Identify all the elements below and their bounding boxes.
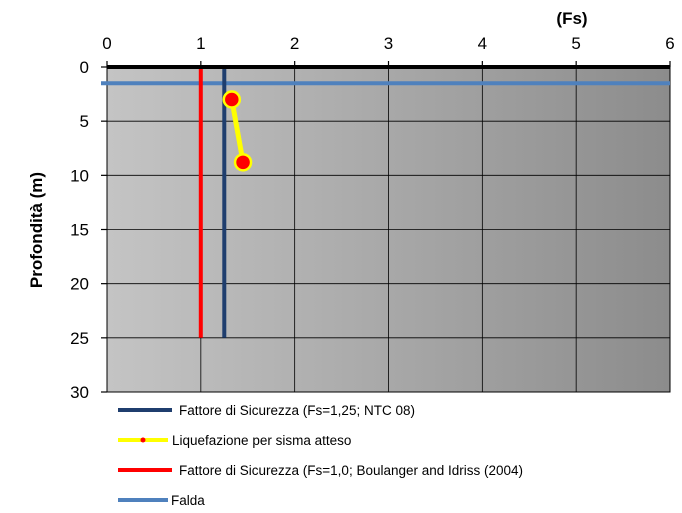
x-tick-label: 5 (571, 34, 580, 53)
data-point (222, 90, 242, 109)
x-tick-labels: 0 1 2 3 4 5 6 (102, 34, 675, 67)
data-point (233, 153, 253, 172)
y-tick-labels: 0 5 10 15 20 25 30 (70, 58, 107, 402)
series-line (229, 99, 246, 163)
y-tick-label: 30 (70, 383, 89, 402)
legend-label: Falda (171, 493, 205, 508)
y-tick-label: 5 (80, 112, 89, 131)
series-group (101, 67, 670, 338)
x-tick-label: 6 (665, 34, 674, 53)
legend: Fattore di Sicurezza (Fs=1,25; NTC 08) Li… (118, 403, 523, 508)
y-tick-label: 0 (80, 58, 89, 77)
x-tick-label: 0 (102, 34, 111, 53)
y-axis-title: Profondità (m) (27, 172, 46, 288)
x-tick-label: 1 (196, 34, 205, 53)
x-tick-label: 2 (290, 34, 299, 53)
y-tick-label: 15 (70, 221, 89, 240)
legend-marker (140, 437, 146, 443)
y-tick-label: 10 (70, 166, 89, 185)
x-axis-title: (Fs) (556, 9, 587, 28)
legend-label: Fattore di Sicurezza (Fs=1,25; NTC 08) (179, 403, 415, 418)
legend-label: Fattore di Sicurezza (Fs=1,0; Boulanger … (179, 463, 523, 478)
x-tick-label: 3 (384, 34, 393, 53)
x-tick-label: 4 (478, 34, 487, 53)
legend-label: Liquefazione per sisma atteso (172, 433, 351, 448)
y-tick-label: 25 (70, 329, 89, 348)
y-tick-label: 20 (70, 275, 89, 294)
